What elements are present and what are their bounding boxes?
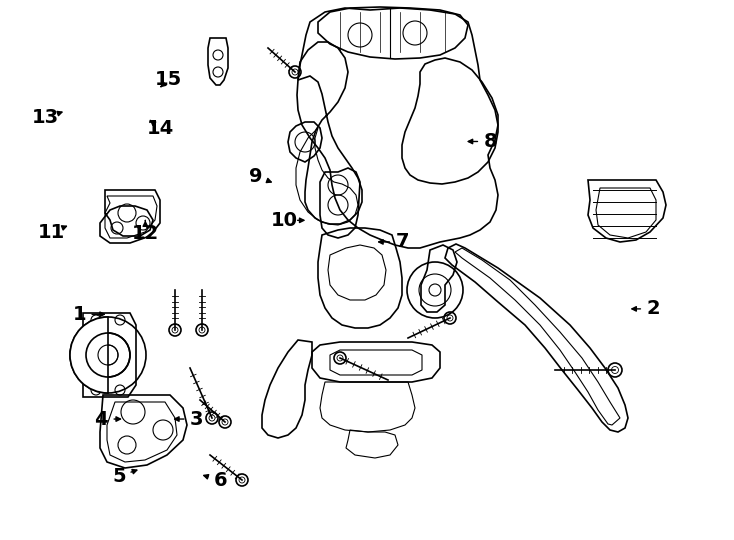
Text: 5: 5 [112,467,126,486]
Text: 10: 10 [272,211,298,230]
Text: 7: 7 [396,232,409,252]
Text: 15: 15 [155,70,183,90]
Text: 1: 1 [73,305,86,324]
Text: 4: 4 [95,409,108,429]
Text: 8: 8 [484,132,497,151]
Wedge shape [70,317,108,393]
Text: 12: 12 [131,224,159,243]
Text: 9: 9 [249,166,262,186]
Text: 3: 3 [190,409,203,429]
Text: 14: 14 [146,119,174,138]
Text: 2: 2 [647,299,660,319]
Text: 11: 11 [37,222,65,242]
Circle shape [429,284,441,296]
Text: 13: 13 [32,108,59,127]
Text: 6: 6 [214,471,227,490]
